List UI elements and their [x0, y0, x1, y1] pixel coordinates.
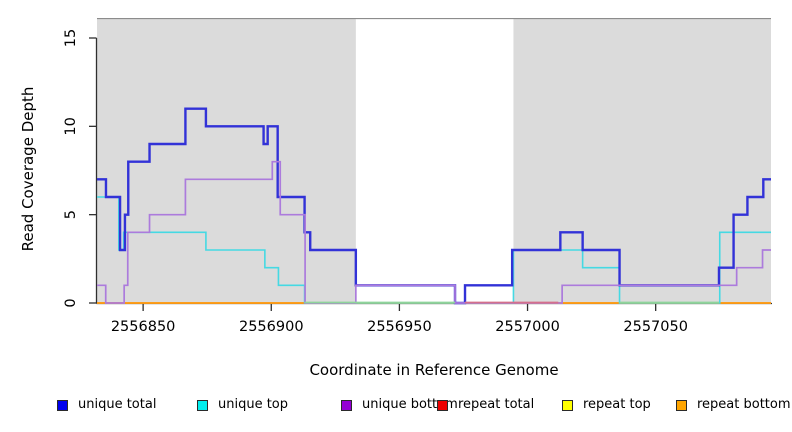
x-tick-label: 2556850: [111, 319, 176, 335]
y-tick-label: 5: [63, 210, 79, 219]
x-tick-label: 2557000: [495, 319, 560, 335]
panel-band: [513, 18, 771, 304]
y-tick-label: 10: [63, 117, 79, 135]
x-tick-label: 2557050: [623, 319, 688, 335]
x-axis-title: Coordinate in Reference Genome: [309, 361, 559, 379]
y-tick-label: 15: [63, 29, 79, 47]
y-tick-label: 0: [63, 298, 79, 307]
x-tick-label: 2556900: [239, 319, 304, 335]
series-line-unique-total: [97, 107, 771, 305]
x-tick-label: 2556950: [367, 319, 432, 335]
y-axis-title: Read Coverage Depth: [19, 86, 37, 252]
series-line-unique-bottom: [97, 160, 771, 304]
